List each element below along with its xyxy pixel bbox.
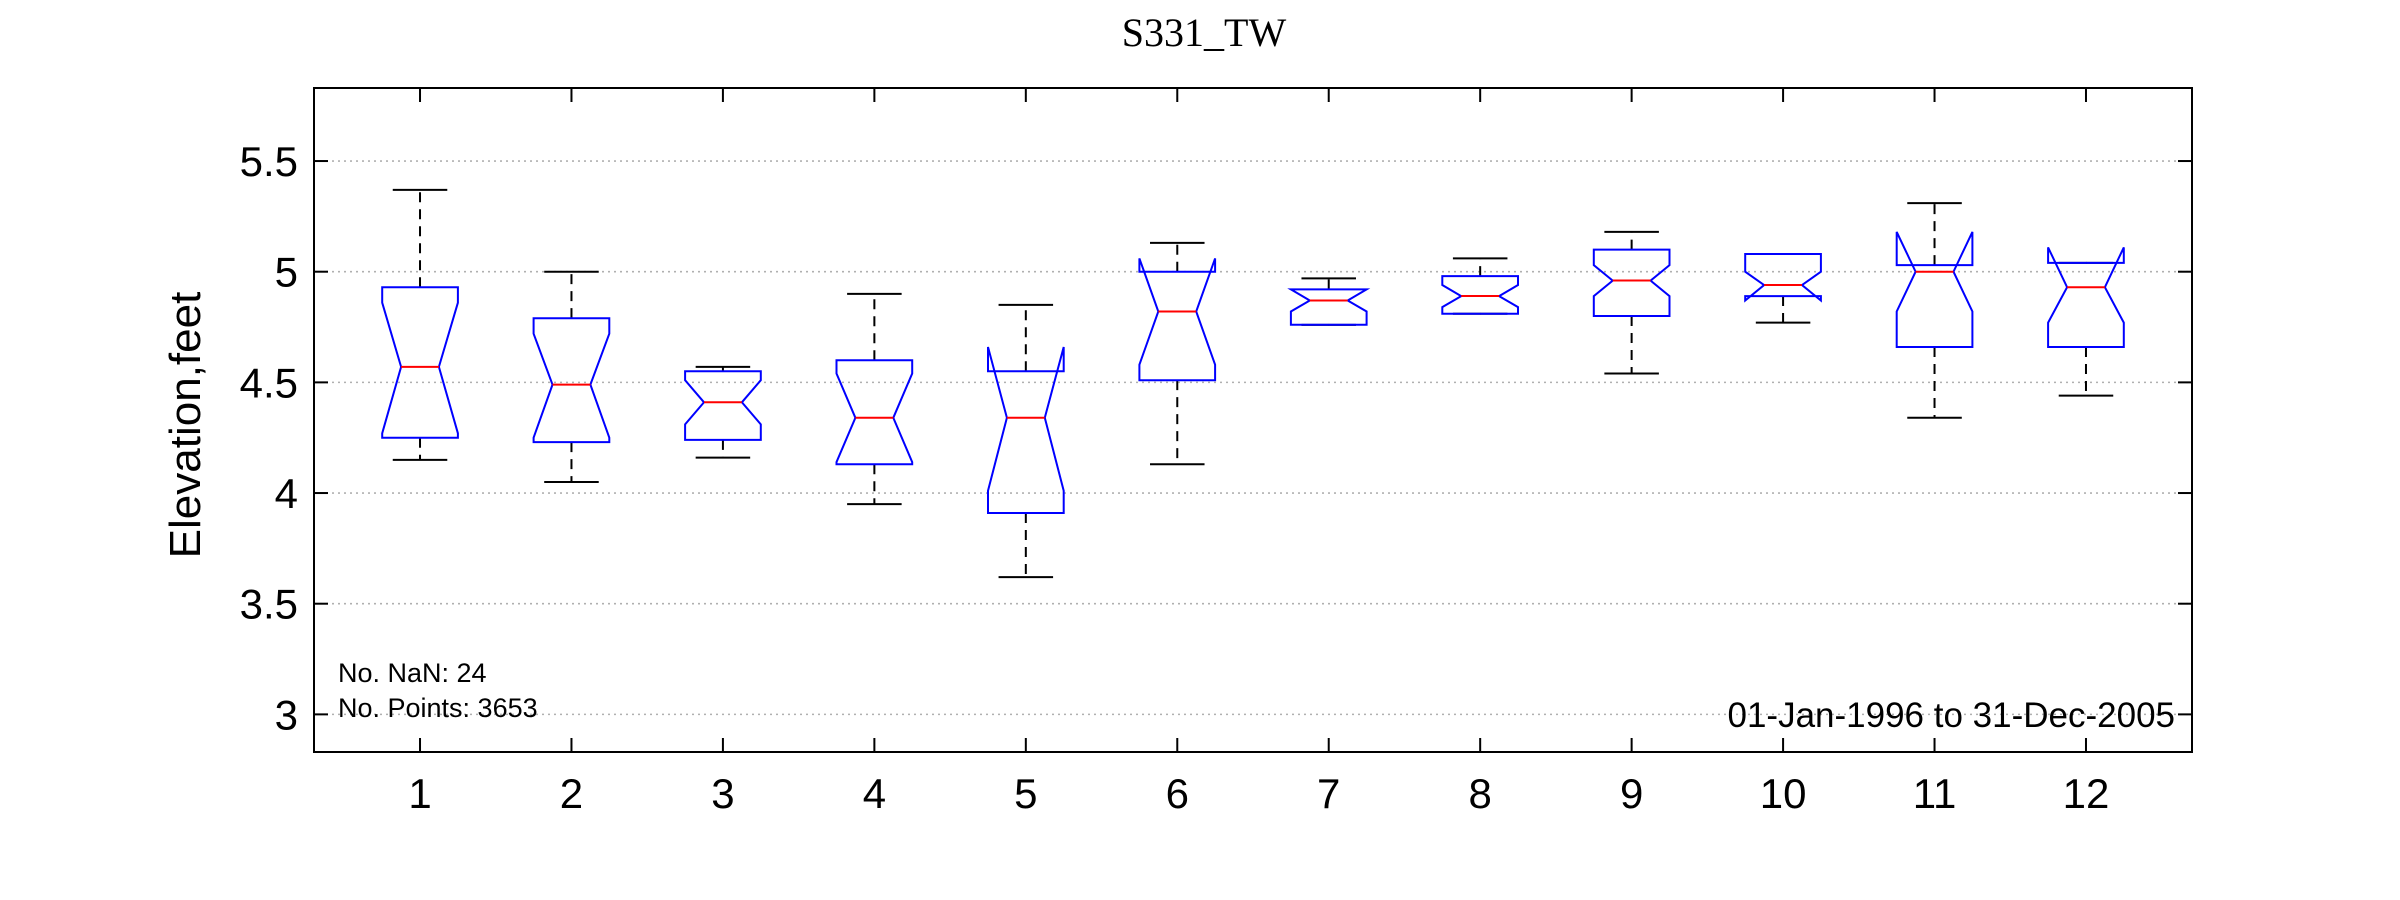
notched-box xyxy=(1592,248,1671,317)
x-tick-label: 12 xyxy=(2063,770,2110,817)
x-tick-label: 7 xyxy=(1317,770,1340,817)
x-tick-label: 1 xyxy=(408,770,431,817)
box-month-7 xyxy=(1287,277,1371,326)
box-month-10 xyxy=(1744,253,1822,324)
y-tick-label: 4 xyxy=(275,470,298,517)
x-tick-label: 10 xyxy=(1760,770,1807,817)
box-month-1 xyxy=(381,188,459,461)
box-month-2 xyxy=(532,270,611,483)
notched-box xyxy=(1441,275,1519,315)
x-tick-label: 9 xyxy=(1620,770,1643,817)
points-count-annotation: No. Points: 3653 xyxy=(338,693,538,723)
x-tick-label: 5 xyxy=(1014,770,1037,817)
box-month-9 xyxy=(1592,230,1671,375)
box-month-8 xyxy=(1441,257,1519,315)
notched-box xyxy=(532,317,611,444)
x-tick-label: 2 xyxy=(560,770,583,817)
box-month-5 xyxy=(987,303,1065,579)
box-month-6 xyxy=(1138,241,1217,466)
notched-box xyxy=(987,346,1065,514)
y-axis-label: Elevation,feet xyxy=(161,292,210,559)
y-axis-ticks: 3 3.5 4 4.5 5 5.5 xyxy=(240,138,2192,738)
y-tick-label: 4.5 xyxy=(240,359,298,406)
y-tick-label: 3 xyxy=(275,691,298,738)
notched-box xyxy=(1138,258,1217,382)
notched-box xyxy=(835,359,914,466)
notched-box xyxy=(2047,246,2125,348)
x-tick-label: 3 xyxy=(711,770,734,817)
notched-box xyxy=(684,370,762,441)
plot-frame xyxy=(313,87,2193,753)
nan-count-annotation: No. NaN: 24 xyxy=(338,658,487,688)
notched-box xyxy=(1744,253,1822,303)
box-series xyxy=(381,188,2125,579)
x-tick-label: 6 xyxy=(1166,770,1189,817)
box-month-4 xyxy=(835,292,914,506)
notched-box xyxy=(1287,288,1371,326)
x-axis-ticks: 1 2 3 4 5 6 7 8 9 10 11 12 xyxy=(408,88,2109,817)
box-month-3 xyxy=(684,365,762,459)
x-tick-label: 11 xyxy=(1913,770,1957,817)
notched-box xyxy=(1895,231,1974,348)
x-tick-label: 8 xyxy=(1468,770,1491,817)
y-tick-label: 3.5 xyxy=(240,581,298,628)
chart-title: S331_TW xyxy=(1122,10,1287,55)
y-tick-label: 5.5 xyxy=(240,138,298,185)
box-month-12 xyxy=(2047,246,2125,397)
grid-lines xyxy=(314,160,2192,716)
y-tick-label: 5 xyxy=(275,249,298,296)
date-range-annotation: 01-Jan-1996 to 31-Dec-2005 xyxy=(1727,696,2175,735)
notched-box xyxy=(381,286,459,439)
x-tick-label: 4 xyxy=(863,770,886,817)
box-month-11 xyxy=(1895,202,1974,419)
